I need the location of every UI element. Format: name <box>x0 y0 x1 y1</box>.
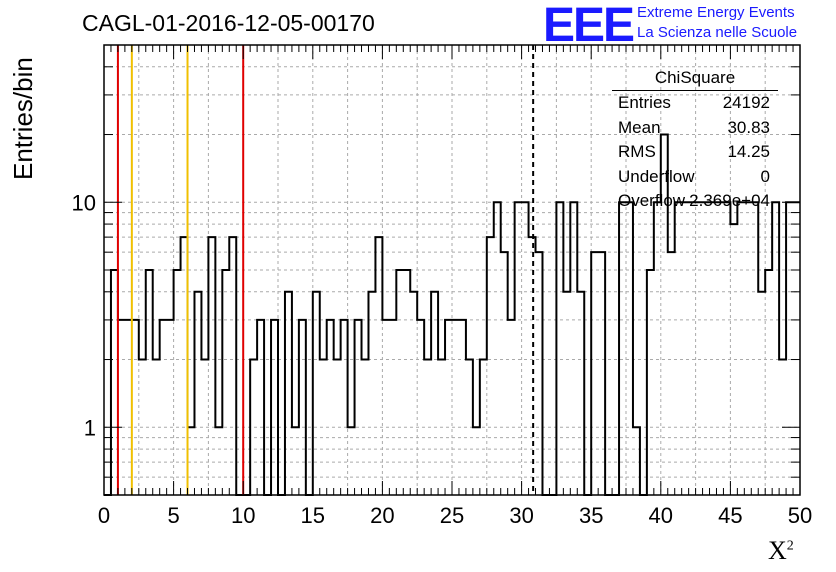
stats-key: Entries <box>618 93 671 112</box>
stats-value: 24192 <box>722 93 770 112</box>
stats-box: ChiSquare Entries 24192 Mean 30.83 RMS 1… <box>610 68 778 214</box>
stats-key: Underflow <box>618 166 695 186</box>
stats-title: ChiSquare <box>612 68 778 91</box>
x-axis: 0 5 10 15 20 25 30 35 40 45 50 <box>98 45 812 528</box>
marker-lines <box>116 45 535 495</box>
stats-row-overflow: Overflow 2.369e+04 <box>610 189 778 214</box>
stats-row-entries: Entries 24192 <box>610 91 778 116</box>
stats-key: Overflow <box>618 191 686 210</box>
x-tick-label: 50 <box>788 503 812 528</box>
x-tick-label: 25 <box>440 503 464 528</box>
logo-line-2: La Scienza nelle Scuole <box>637 24 798 41</box>
histogram-series <box>104 133 800 496</box>
stats-value: 2.369e+04 <box>689 191 770 210</box>
run-title: CAGL-01-2016-12-05-00170 <box>82 10 375 36</box>
stats-row-underflow: Underflow 0 <box>610 165 778 190</box>
y-axis-label: Entries/bin <box>8 57 38 180</box>
eee-logo: EEE <box>543 0 635 52</box>
stats-value: 30.83 <box>727 117 770 137</box>
y-tick-label: 1 <box>84 415 96 440</box>
x-axis-label: X2 <box>768 536 794 565</box>
histogram-step-line <box>104 133 800 496</box>
x-tick-label: 20 <box>370 503 394 528</box>
logo-line-1: Extreme Energy Events <box>637 4 795 21</box>
y-tick-label: 10 <box>72 190 96 215</box>
stats-row-mean: Mean 30.83 <box>610 116 778 141</box>
x-tick-label: 30 <box>509 503 533 528</box>
x-tick-label: 40 <box>649 503 673 528</box>
stats-value: 14.25 <box>727 142 770 161</box>
x-tick-label: 5 <box>167 503 179 528</box>
stats-value: 0 <box>760 166 770 186</box>
stats-key: Mean <box>618 117 661 137</box>
x-tick-label: 10 <box>231 503 255 528</box>
x-tick-label: 15 <box>301 503 325 528</box>
stats-row-rms: RMS 14.25 <box>610 140 778 165</box>
x-tick-label: 45 <box>718 503 742 528</box>
x-tick-label: 0 <box>98 503 110 528</box>
y-axis: 1 10 <box>72 66 800 478</box>
x-tick-label: 35 <box>579 503 603 528</box>
stats-key: RMS <box>618 142 656 161</box>
